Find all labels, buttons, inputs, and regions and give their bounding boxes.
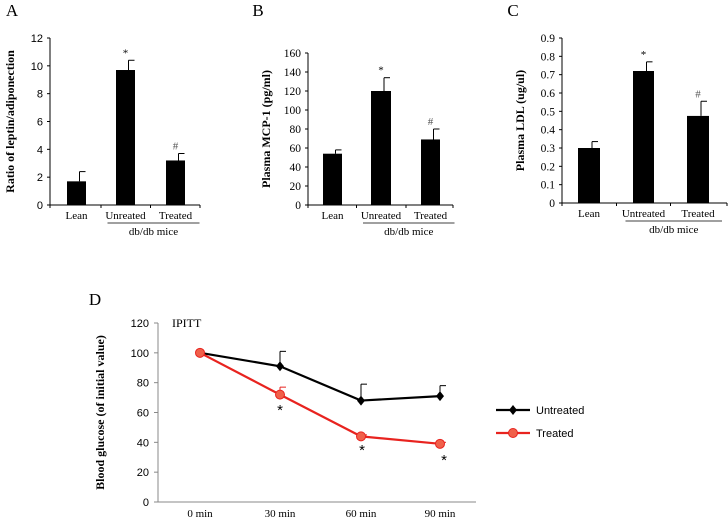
x-category-label: Lean [322, 210, 344, 222]
x-category-label: Lean [66, 210, 88, 222]
y-tick-label: 0.7 [541, 70, 556, 82]
panel-label: B [252, 1, 263, 20]
y-tick-label: 60 [137, 408, 149, 420]
y-tick-label: 10 [31, 61, 43, 73]
data-point-treated [356, 431, 366, 442]
x-category-label: Treated [414, 210, 448, 222]
y-tick-label: 0.9 [541, 33, 556, 45]
series-line-treated [199, 351, 441, 445]
legend-marker [509, 405, 517, 415]
x-category-label: Untreated [622, 208, 666, 220]
x-category-label: 30 min [265, 508, 296, 520]
significance-mark: * [123, 47, 129, 59]
y-tick-label: 140 [284, 67, 302, 79]
y-tick-label: 120 [284, 86, 302, 98]
bar-lean [323, 153, 342, 205]
y-tick-label: 0.8 [541, 51, 556, 63]
y-tick-label: 100 [284, 105, 302, 117]
bar-treated [687, 115, 709, 203]
y-tick-label: 160 [284, 48, 302, 60]
y-tick-label: 80 [290, 124, 302, 136]
y-tick-label: 0.6 [541, 88, 556, 100]
data-point-untreated [276, 361, 284, 372]
y-tick-label: 6 [37, 117, 43, 129]
significance-mark: * [277, 402, 283, 419]
bar-unreated [371, 91, 391, 205]
y-tick-label: 0.4 [541, 125, 556, 137]
legend-label: Treated [536, 428, 574, 440]
bar-treated [421, 139, 440, 205]
y-tick-label: 12 [31, 33, 43, 45]
y-tick-label: 0 [295, 200, 301, 212]
significance-mark: # [428, 116, 434, 128]
bar-lean [578, 148, 600, 203]
x-category-label: Treated [159, 210, 193, 222]
x-category-label: 90 min [425, 508, 456, 520]
bar-unreated [116, 70, 135, 205]
x-category-label: 0 min [187, 508, 213, 520]
bar-untreated [633, 71, 654, 203]
y-tick-label: 0 [143, 497, 149, 509]
significance-mark: * [641, 49, 647, 61]
y-axis-label: Plasma MCP-1 (pg/ml) [259, 70, 273, 188]
data-point-treated [195, 347, 205, 358]
panel-label: C [507, 1, 518, 20]
chart-title: IPITT [172, 316, 202, 330]
y-tick-label: 100 [131, 348, 149, 360]
panel-label: A [6, 1, 19, 20]
significance-mark: * [359, 442, 365, 459]
significance-mark: # [173, 141, 179, 153]
panel-label: D [89, 290, 101, 309]
y-tick-label: 20 [137, 467, 149, 479]
y-tick-label: 40 [137, 437, 149, 449]
y-tick-label: 0 [37, 200, 43, 212]
data-point-untreated [357, 395, 365, 406]
x-category-label: Unreated [105, 210, 146, 222]
y-tick-label: 0.2 [541, 161, 556, 173]
y-tick-label: 80 [137, 378, 149, 390]
legend-marker [508, 428, 518, 438]
y-axis-label: Plasma LDL (ug/ul) [513, 70, 527, 171]
data-point-treated [275, 389, 285, 400]
y-tick-label: 20 [290, 181, 302, 193]
x-category-label: 60 min [346, 508, 377, 520]
y-tick-label: 0.1 [541, 180, 556, 192]
y-tick-label: 0 [549, 198, 555, 210]
x-category-label: Treated [681, 208, 715, 220]
y-tick-label: 0.3 [541, 143, 556, 155]
x-category-label: Unreated [361, 210, 402, 222]
y-tick-label: 40 [290, 162, 302, 174]
y-tick-label: 0.5 [541, 106, 556, 118]
y-tick-label: 120 [131, 318, 149, 330]
y-tick-label: 4 [37, 144, 43, 156]
data-point-untreated [436, 391, 444, 402]
bar-lean [67, 181, 86, 205]
y-axis-label: Blood glucose (of initial value) [93, 335, 107, 490]
legend-label: Untreated [536, 405, 584, 417]
significance-mark: * [378, 65, 384, 77]
series-line-untreated [199, 351, 441, 402]
bar-treated [166, 160, 185, 205]
group-label: db/db mice [649, 224, 698, 236]
significance-mark: # [695, 88, 701, 100]
data-point-treated [435, 438, 445, 449]
x-category-label: Lean [578, 208, 600, 220]
y-tick-label: 60 [290, 143, 302, 155]
y-tick-label: 2 [37, 172, 43, 184]
group-label: db/db mice [129, 226, 178, 238]
group-label: db/db mice [384, 226, 433, 238]
y-tick-label: 8 [37, 89, 43, 101]
y-axis-label: Ratio of leptin/adiponection [3, 50, 17, 193]
significance-mark: * [441, 452, 447, 469]
